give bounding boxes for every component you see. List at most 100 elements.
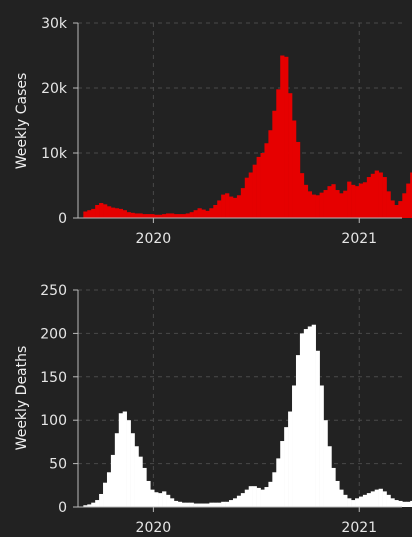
deaths-bar [406, 501, 411, 507]
weekly-deaths-axis-title: Weekly Deaths [14, 346, 30, 451]
deaths-bar [166, 494, 171, 507]
cases-bar [268, 130, 273, 218]
cases-y-tick-label: 0 [58, 211, 67, 227]
cases-bar [378, 172, 383, 218]
deaths-bar [114, 433, 120, 507]
cases-y-tick-label: 10k [41, 146, 68, 162]
cases-bar [299, 173, 305, 218]
deaths-bar [390, 498, 395, 507]
deaths-bar [276, 458, 281, 507]
cases-bar [213, 205, 218, 218]
deaths-bar [118, 413, 124, 507]
deaths-bar [213, 502, 218, 507]
deaths-bar [177, 501, 183, 507]
deaths-bar [355, 498, 360, 507]
deaths-bar [225, 501, 230, 507]
cases-bar [91, 208, 96, 218]
deaths-bar [217, 502, 222, 507]
cases-bar [236, 195, 242, 218]
cases-bar [244, 177, 250, 218]
deaths-bar [189, 502, 194, 507]
cases-bar [87, 210, 92, 218]
deaths-bar [229, 500, 234, 507]
deaths-bar [154, 492, 159, 507]
deaths-bar [244, 489, 250, 507]
deaths-bar [339, 489, 344, 507]
cases-bar [217, 200, 222, 218]
deaths-bar [362, 494, 368, 507]
deaths-bar [311, 324, 316, 507]
cases-bar [173, 214, 179, 218]
cases-y-tick-label: 30k [41, 16, 68, 32]
deaths-bar [232, 498, 238, 507]
deaths-bar [280, 441, 285, 507]
deaths-bar [197, 503, 202, 507]
cases-bar [390, 200, 395, 218]
cases-bar [193, 210, 198, 218]
cases-bar [95, 205, 100, 218]
cases-bar [122, 210, 127, 218]
cases-bar [402, 193, 407, 218]
cases-bar [284, 56, 289, 218]
cases-bar [252, 164, 257, 218]
cases-bar [162, 214, 167, 218]
deaths-bar [181, 502, 187, 507]
deaths-bar [193, 503, 198, 507]
deaths-bar [95, 500, 100, 507]
deaths-x-tick-label: 2020 [136, 520, 172, 536]
deaths-bar [331, 467, 336, 507]
cases-bar [150, 214, 155, 218]
weekly-cases-chart: 0 10k 20k 30k 2020 2021 Weekly Cases [14, 16, 412, 247]
cases-bar [103, 204, 108, 218]
deaths-bar [209, 502, 214, 507]
cases-bar [374, 170, 379, 218]
deaths-bar [122, 411, 127, 507]
cases-bar [256, 156, 261, 218]
cases-bar [319, 192, 324, 218]
deaths-bar [130, 433, 135, 507]
cases-bar [303, 184, 309, 218]
cases-bar [130, 212, 135, 218]
cases-bar [272, 110, 277, 218]
cases-bar [355, 186, 360, 218]
cases-bar [142, 214, 147, 218]
deaths-bar [347, 498, 352, 507]
deaths-bar [138, 456, 143, 507]
deaths-bar [252, 486, 257, 507]
cases-bar [311, 194, 316, 218]
cases-bar [366, 177, 372, 218]
deaths-bar [295, 355, 301, 507]
deaths-bar [185, 502, 190, 507]
cases-bar [201, 209, 206, 218]
cases-bar [276, 89, 281, 218]
deaths-bar [260, 489, 265, 507]
deaths-bar [358, 496, 364, 507]
cases-bar [351, 184, 356, 218]
cases-bar [386, 191, 391, 218]
deaths-bar [173, 500, 179, 507]
deaths-y-tick-label: 50 [49, 457, 67, 473]
deaths-bar [319, 385, 324, 507]
cases-bar [292, 120, 297, 218]
cases-bar [398, 201, 403, 218]
cases-bar [339, 193, 344, 218]
cases-bar [189, 212, 194, 218]
deaths-bar [83, 505, 88, 507]
deaths-bar [146, 480, 151, 507]
deaths-y-tick-label: 200 [40, 326, 67, 342]
deaths-bar [398, 500, 403, 507]
cases-bar [331, 184, 336, 218]
cases-x-tick-label: 2021 [341, 231, 377, 247]
cases-bar [264, 143, 269, 218]
cases-bar [343, 190, 348, 218]
cases-bar [229, 196, 234, 218]
deaths-bar [221, 501, 226, 507]
deaths-bar [236, 495, 242, 507]
cases-bar [181, 214, 187, 218]
deaths-bar [248, 486, 253, 507]
deaths-y-tick-label: 100 [40, 413, 67, 429]
deaths-bar [110, 454, 116, 507]
cases-bar [315, 195, 320, 218]
deaths-bar [351, 500, 356, 507]
